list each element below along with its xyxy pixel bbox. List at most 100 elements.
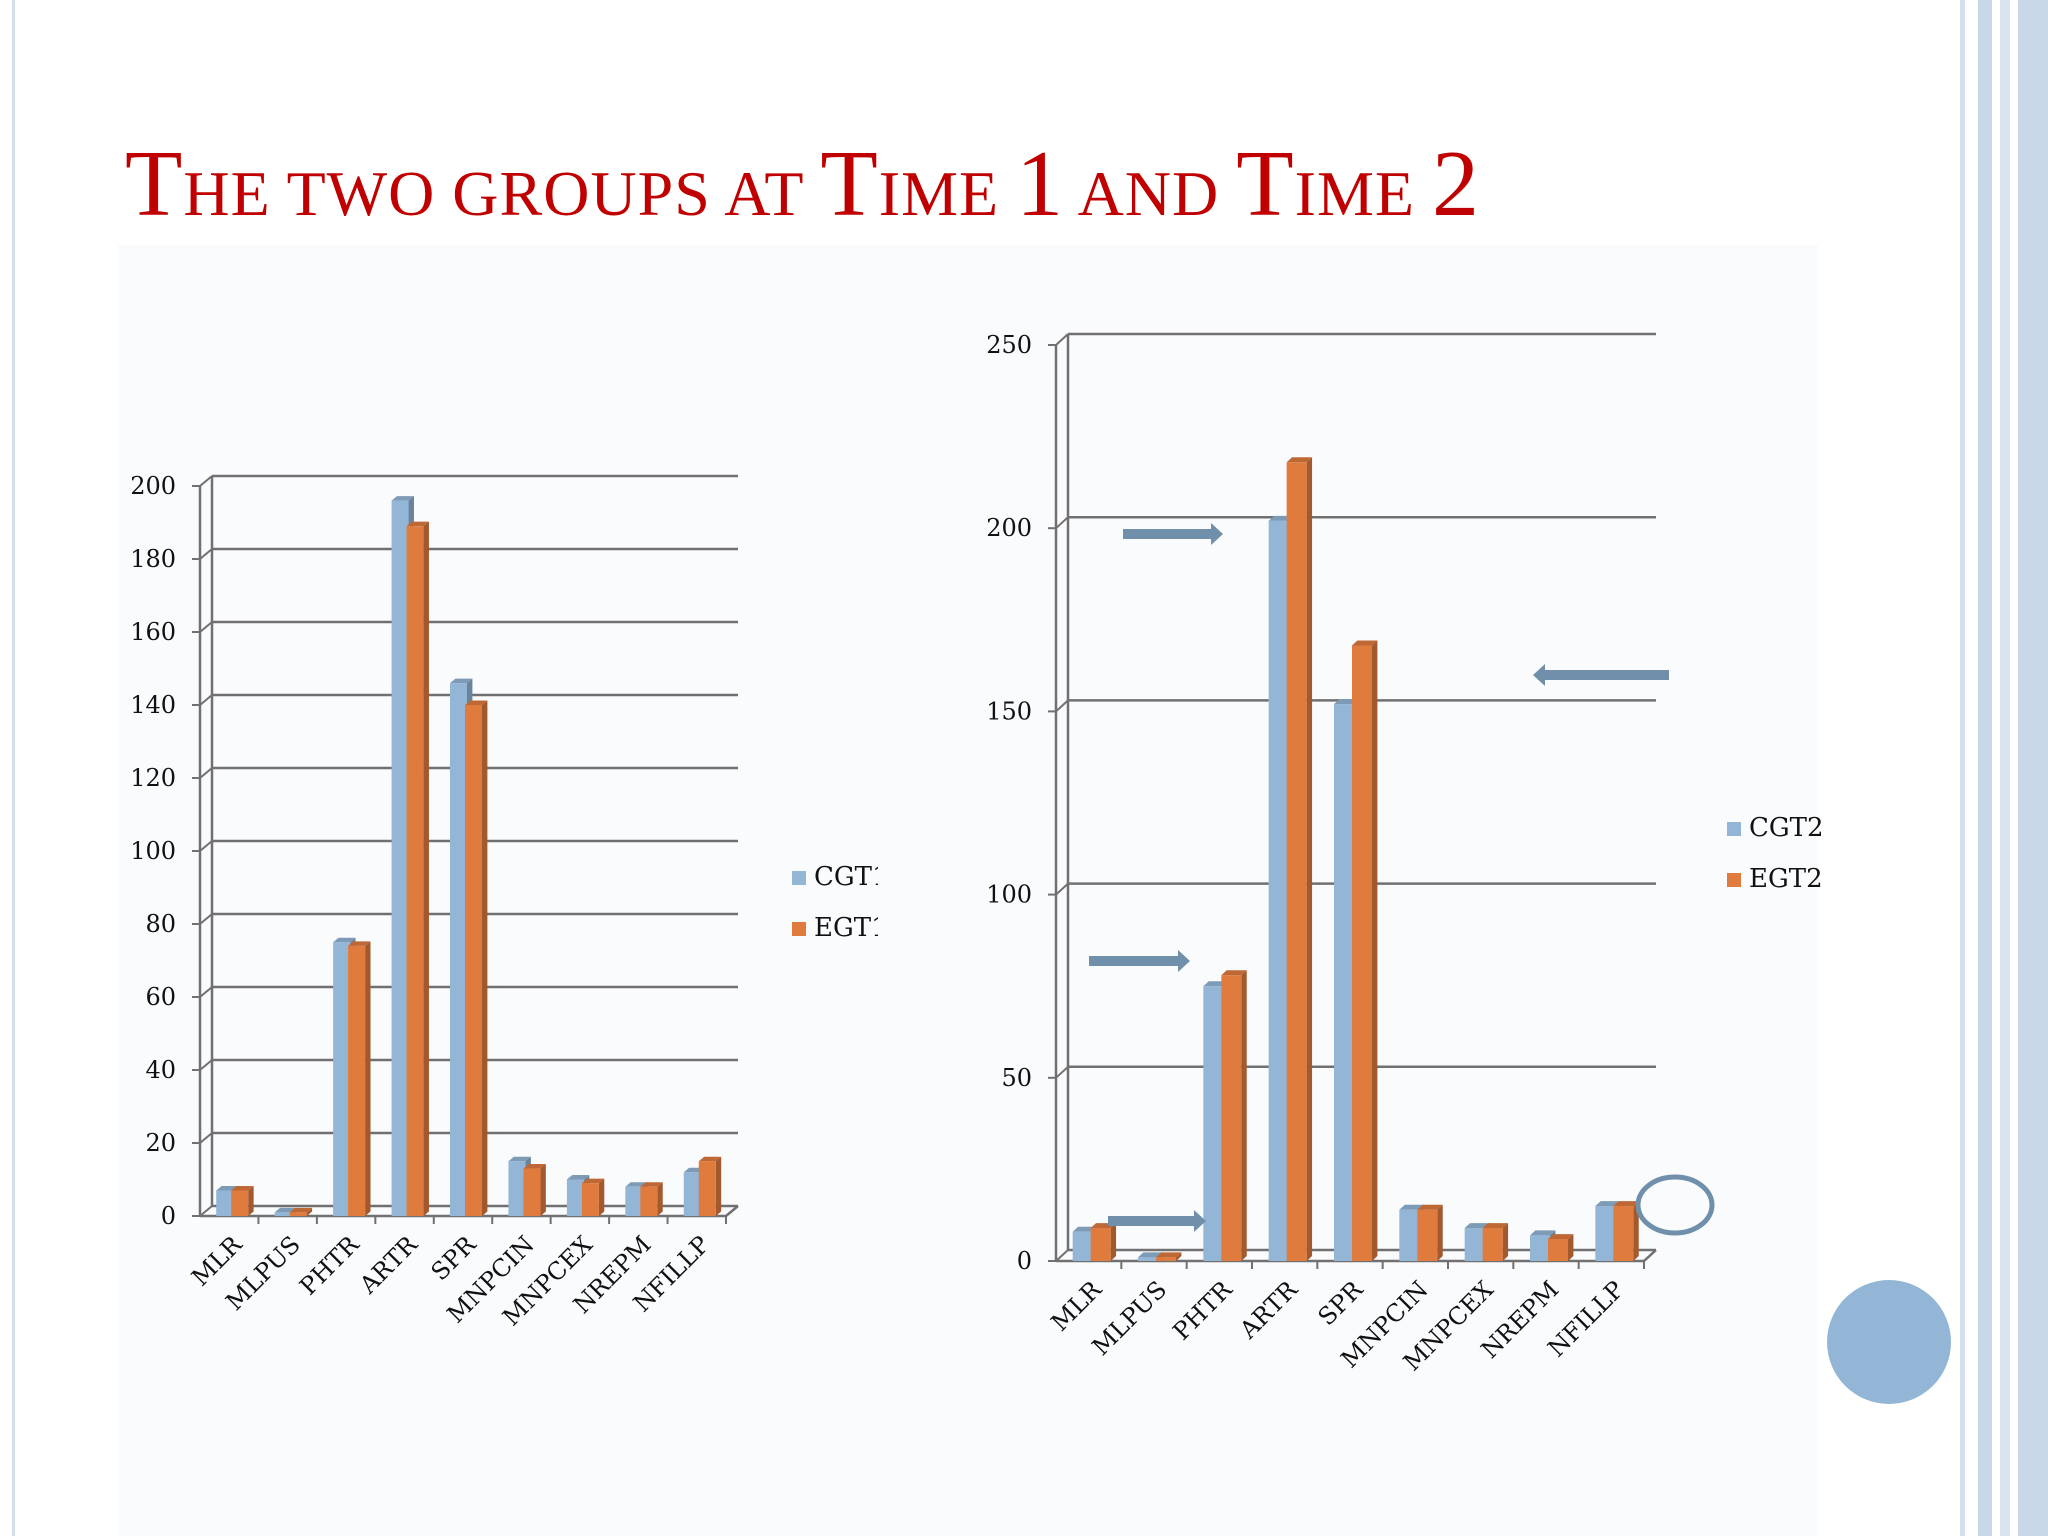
chart-area: 0 20 40 60 80 100 120 140 160 180 200 MLR MLPUS PHTR A… [118, 245, 1824, 1536]
bar-top [698, 1156, 722, 1162]
bar-0-EGT1-MNPCIN [523, 1164, 546, 1216]
title-rest-0: HE TWO GROUPS AT [183, 158, 821, 229]
bar-top [1417, 1204, 1443, 1210]
bar-front [566, 1179, 584, 1216]
gridline-side-0-6 [199, 767, 213, 779]
y-tick-label-0-6: 120 [130, 764, 176, 792]
bar-top [1548, 1234, 1574, 1240]
bar-side [482, 700, 488, 1216]
bar-front [406, 526, 424, 1216]
bar-front [1268, 520, 1289, 1261]
bar-side [365, 941, 371, 1216]
bar-front [1203, 986, 1224, 1261]
bar-side [1176, 1252, 1182, 1261]
gridline-side-1-5 [1055, 333, 1069, 346]
frame-right-line-1 [1960, 0, 1965, 1536]
bar-front [1595, 1206, 1616, 1261]
bar-1-EGT2-PHTR [1221, 970, 1247, 1261]
gridline-side-0-3 [199, 986, 213, 998]
gridline-side-0-9 [199, 548, 213, 560]
bar-front [1156, 1257, 1176, 1261]
chart-time-1: 020406080100120140160180200MLRMLPUSPHTRA… [130, 472, 878, 1331]
frame-right-line-4 [2018, 0, 2048, 1536]
x-tick-label-1-3: ARTR [1234, 1275, 1304, 1345]
bar-side [1372, 640, 1378, 1261]
gridline-side-1-4 [1055, 516, 1069, 529]
bar-top [1530, 1230, 1556, 1236]
legend-label-1-1: EGT2 [1749, 864, 1823, 894]
annotation-circle-nrepm [1635, 1174, 1715, 1236]
title-rest-1: IME [878, 158, 1017, 229]
frame-right-line-2 [1978, 0, 1992, 1536]
bar-front [508, 1161, 526, 1216]
bar-0-EGT1-NFILLP [698, 1156, 722, 1216]
bar-side [715, 1156, 722, 1216]
bar-front [1138, 1257, 1158, 1261]
bar-top [1138, 1252, 1164, 1258]
y-tick-label-0-8: 160 [130, 618, 176, 646]
x-tick-label-1-0: MLR [1046, 1275, 1108, 1337]
bar-1-EGT2-ARTR [1286, 457, 1313, 1262]
bar-top [523, 1164, 546, 1169]
bar-top [1286, 457, 1313, 463]
bar-front [1286, 462, 1307, 1261]
gridline-side-1-0 [1055, 1249, 1069, 1262]
bar-0-EGT1-MNPCEX [581, 1178, 605, 1216]
bar-front [1334, 704, 1354, 1261]
legend-swatch-0-0 [792, 871, 806, 885]
gridline-side-1-1 [1055, 1066, 1069, 1079]
bar-front [1530, 1235, 1550, 1261]
bar-top [450, 678, 473, 684]
bar-front [348, 945, 366, 1216]
bar-top [566, 1175, 590, 1180]
bar-side [248, 1185, 254, 1216]
bar-front [1464, 1228, 1485, 1261]
bar-1-EGT2-MNPCEX [1482, 1223, 1509, 1261]
bar-front [1090, 1228, 1111, 1261]
y-tick-label-1-3: 150 [986, 697, 1032, 725]
bar-side [306, 1207, 313, 1216]
bar-top [1464, 1223, 1491, 1229]
x-tick-label-0-3: ARTR [353, 1230, 423, 1300]
gridline-side-0-8 [199, 621, 213, 633]
bar-side [1110, 1223, 1117, 1261]
annotation-arrow-artr [1123, 523, 1223, 545]
gridline-side-0-5 [199, 840, 213, 852]
bar-front [640, 1186, 658, 1216]
bar-0-EGT1-MLR [231, 1185, 254, 1216]
bar-front [1482, 1228, 1503, 1261]
bar-front [523, 1168, 541, 1216]
bar-front [289, 1212, 307, 1216]
arrow-head [1194, 1210, 1206, 1232]
y-tick-label-1-2: 100 [986, 881, 1032, 909]
bar-1-EGT2-MLR [1090, 1223, 1117, 1261]
bar-front [450, 683, 467, 1216]
bar-top [1352, 640, 1378, 646]
bar-top [333, 937, 356, 943]
bar-front [1399, 1209, 1420, 1261]
bar-1-EGT2-MNPCIN [1417, 1204, 1443, 1261]
bar-side [657, 1182, 663, 1216]
title-cap-2: 1 [1016, 132, 1065, 236]
bar-top [1595, 1201, 1621, 1207]
y-tick-label-0-3: 60 [145, 983, 176, 1011]
legend-label-0-1: EGT1 [814, 913, 878, 943]
arrow-shaft [1108, 1216, 1194, 1226]
bar-front [1613, 1206, 1634, 1261]
bar-front [333, 942, 351, 1216]
bar-front [1417, 1209, 1438, 1261]
arrow-shaft [1545, 670, 1669, 680]
bar-front [391, 500, 409, 1217]
title-cap-0: T [125, 132, 184, 236]
x-axis-side-0 [725, 1205, 739, 1217]
bar-front [581, 1183, 599, 1216]
bar-front [274, 1212, 292, 1216]
x-tick-label-1-4: SPR [1313, 1275, 1369, 1331]
bar-side [1568, 1234, 1574, 1261]
gridline-side-1-3 [1055, 699, 1069, 713]
y-tick-label-1-0: 0 [1017, 1247, 1032, 1275]
bar-side [423, 521, 429, 1216]
frame-right-line-3 [2000, 0, 2010, 1536]
title-rest-3: IME [1294, 158, 1432, 229]
